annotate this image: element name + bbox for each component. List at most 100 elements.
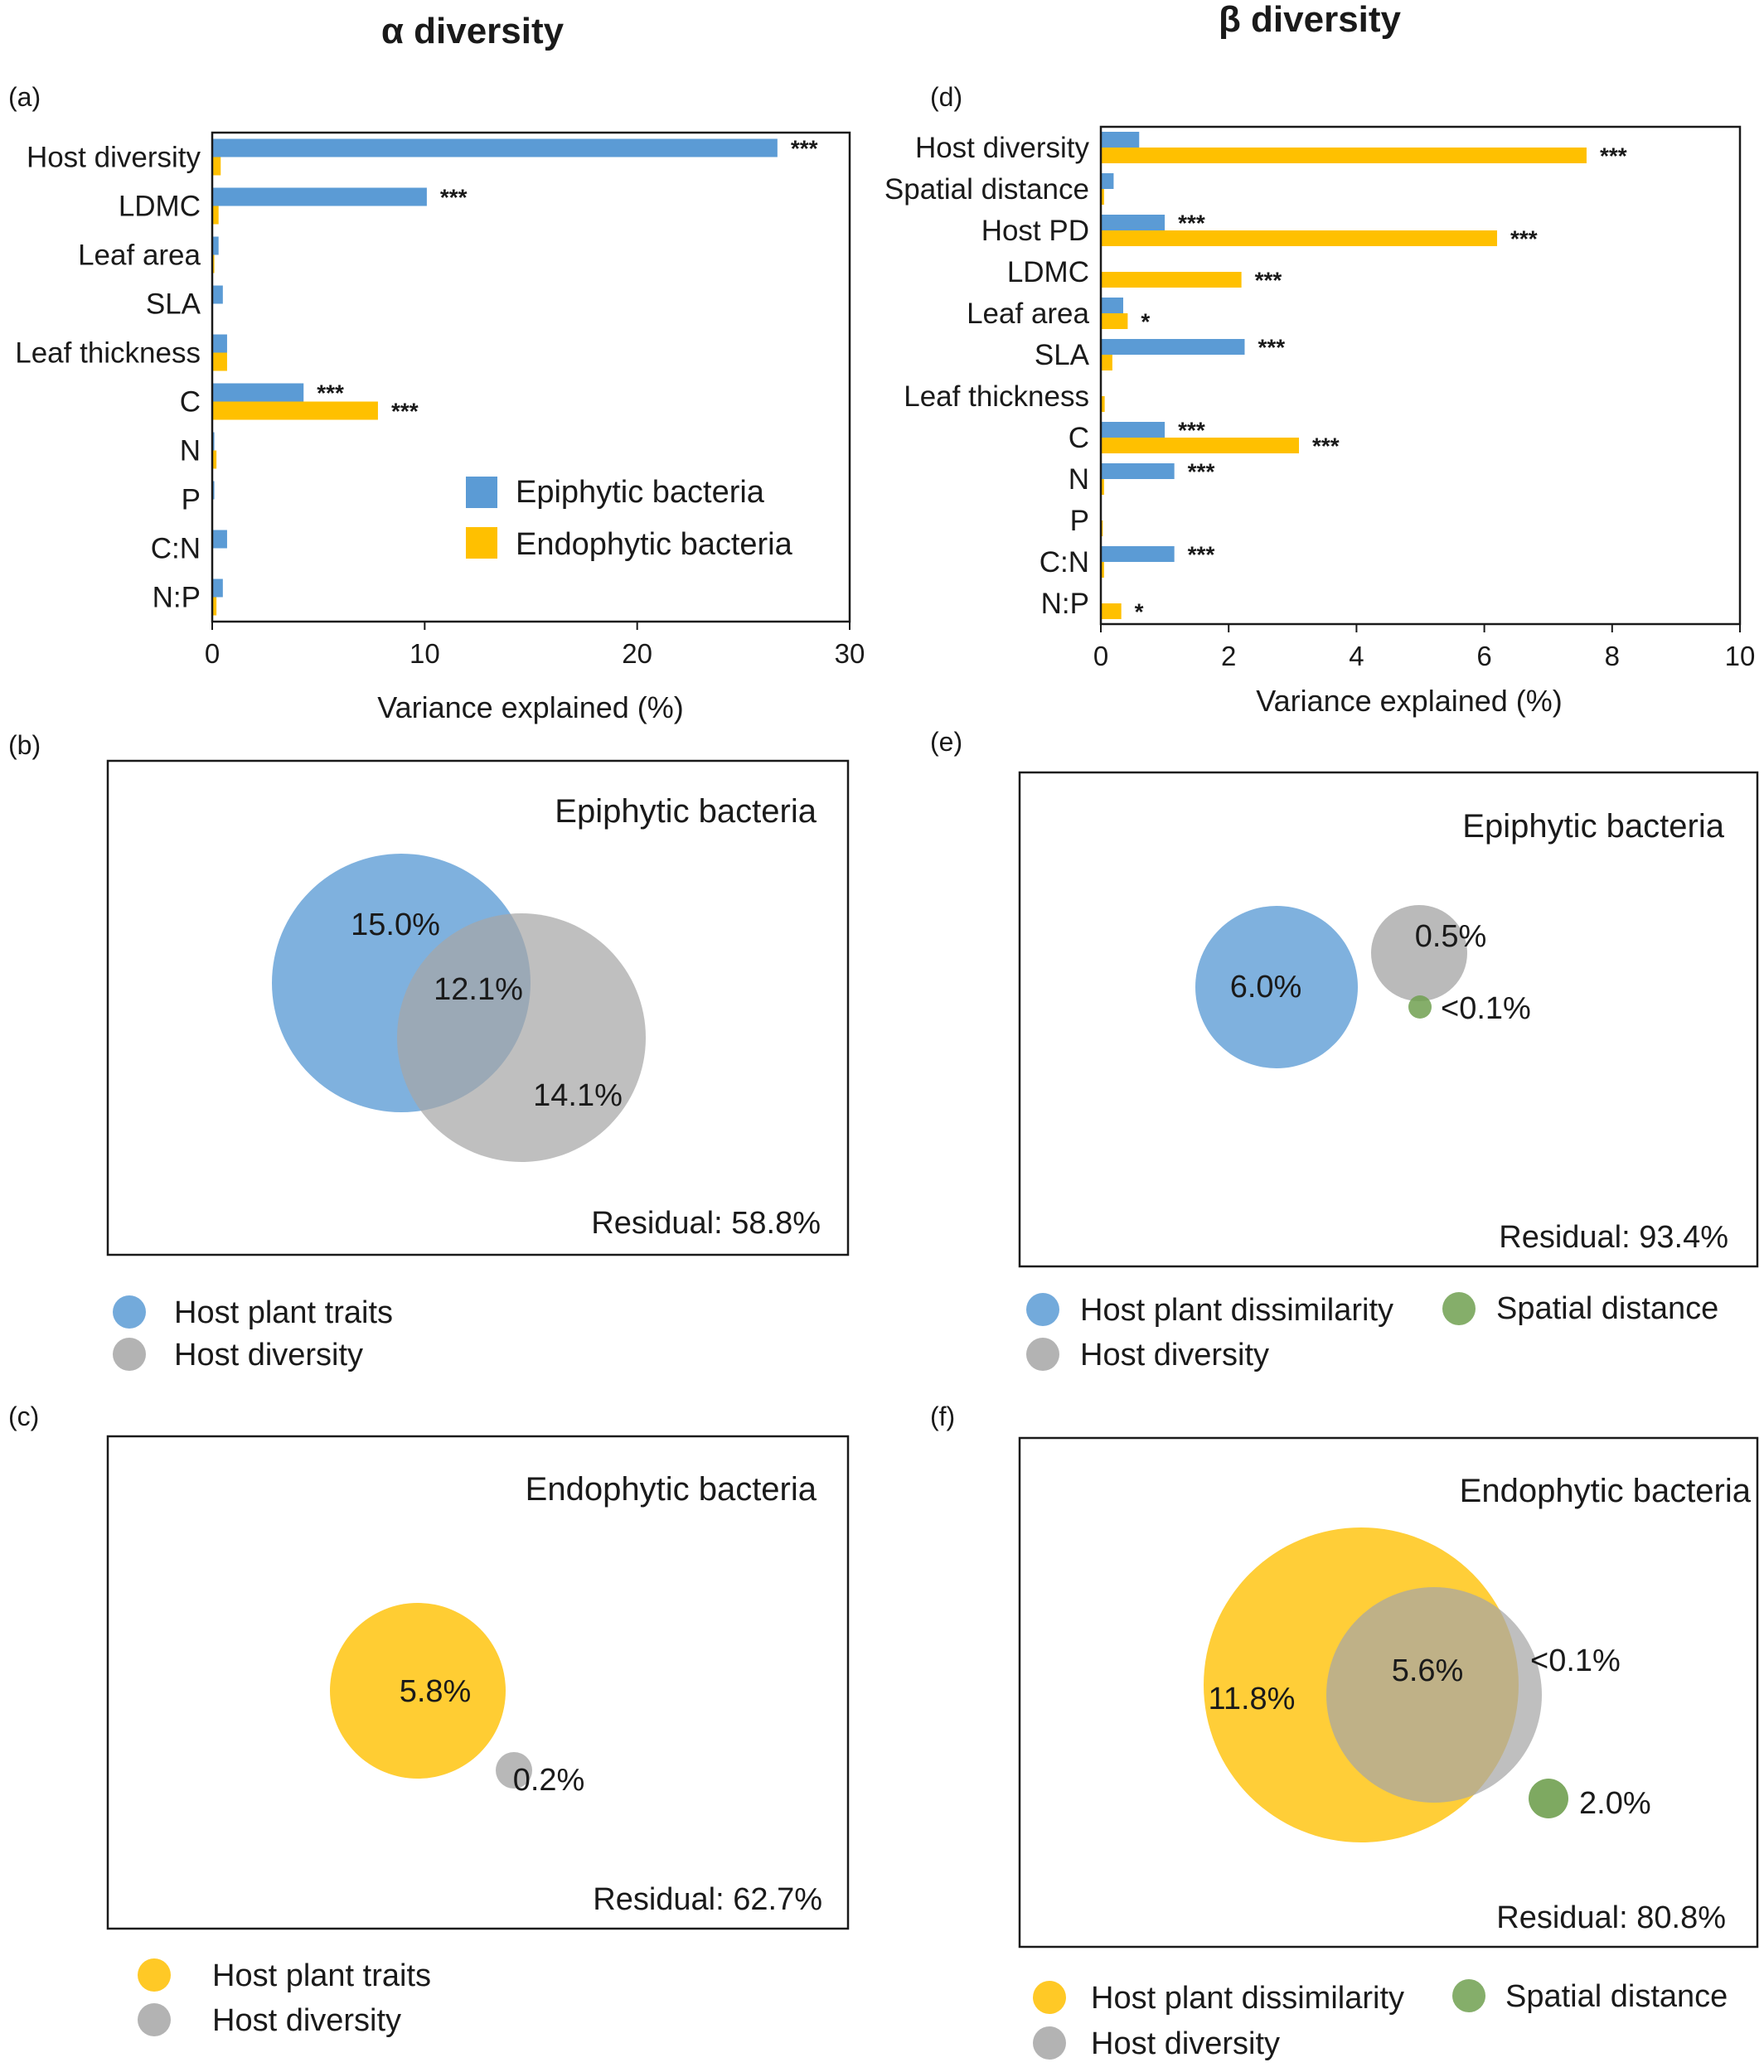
legend-b-traits-label: Host plant traits xyxy=(174,1295,393,1330)
chart-d-category-label: Host diversity xyxy=(915,132,1090,164)
chart-d-bar-endophytic xyxy=(1101,396,1105,412)
venn-e-host-dissimilarity-circle xyxy=(1195,906,1358,1068)
panel-c-label: (c) xyxy=(8,1402,39,1431)
chart-d-category-label: Spatial distance xyxy=(884,173,1089,206)
legend-f-dissimilarity-label: Host plant dissimilarity xyxy=(1091,1981,1404,2016)
chart-d-bar-endophytic xyxy=(1101,438,1300,453)
venn-e-label-dissimilarity: 6.0% xyxy=(1230,970,1302,1005)
venn-f-frame xyxy=(1018,1436,1759,1949)
chart-d-bar-endophytic xyxy=(1101,189,1104,205)
chart-d-xtick-label: 4 xyxy=(1349,641,1364,671)
chart-d-significance-label: *** xyxy=(1188,542,1215,568)
venn-c-frame xyxy=(106,1435,850,1930)
legend-c-traits-label: Host plant traits xyxy=(212,1958,431,1993)
chart-d-bar-endophytic xyxy=(1101,272,1242,288)
chart-d-xlabel: Variance explained (%) xyxy=(1256,684,1563,718)
chart-a-bar-endophytic xyxy=(212,597,217,616)
alpha-diversity-header: α diversity xyxy=(381,11,565,51)
chart-a-bar-epiphytic xyxy=(212,530,227,549)
panel-a-label: (a) xyxy=(8,82,41,112)
legend-e-spatial-dot xyxy=(1442,1292,1476,1325)
venn-b-host-diversity-circle xyxy=(397,913,646,1162)
chart-a-bar-endophytic xyxy=(212,254,215,274)
chart-a-xtick-label: 30 xyxy=(835,638,865,669)
venn-e-residual: Residual: 93.4% xyxy=(1499,1220,1728,1255)
chart-a-bar-epiphytic xyxy=(212,187,427,206)
chart-d-significance-label: *** xyxy=(1600,143,1627,169)
chart-d-category-label: P xyxy=(1070,505,1089,537)
venn-c-label-traits: 5.8% xyxy=(400,1674,472,1709)
chart-d-bar-epiphytic xyxy=(1101,463,1175,479)
legend-e-dissimilarity-dot xyxy=(1026,1293,1059,1326)
legend-c-traits-dot xyxy=(138,1958,171,1992)
venn-e-title: Epiphytic bacteria xyxy=(1462,808,1724,845)
chart-d-significance-label: * xyxy=(1135,599,1144,625)
legend-e-dissimilarity-label: Host plant dissimilarity xyxy=(1080,1293,1393,1328)
chart-d-significance-label: *** xyxy=(1188,459,1215,485)
beta-diversity-header: β diversity xyxy=(1219,0,1402,40)
venn-f-label-diversity: <0.1% xyxy=(1530,1644,1621,1678)
chart-a-significance-label: *** xyxy=(791,136,818,162)
chart-a-xtick-label: 10 xyxy=(410,638,440,669)
venn-b-label-traits: 15.0% xyxy=(351,908,440,942)
chart-a-category-label: N:P xyxy=(153,582,201,614)
venn-c-residual: Residual: 62.7% xyxy=(593,1882,822,1917)
chart-d-bar-endophytic xyxy=(1101,230,1498,246)
venn-b-title: Epiphytic bacteria xyxy=(555,793,817,830)
panel-f-label: (f) xyxy=(930,1402,955,1431)
chart-d-xtick-label: 0 xyxy=(1093,641,1108,671)
chart-d-frame xyxy=(1099,125,1742,626)
chart-d-bar-epiphytic xyxy=(1101,546,1175,562)
chart-a-bar-endophytic xyxy=(212,206,219,225)
chart-d: Host diversity *** Spatial distance Host PD… xyxy=(884,132,1755,671)
chart-a-xlabel: Variance explained (%) xyxy=(377,690,684,724)
venn-e-label-diversity: 0.5% xyxy=(1415,919,1487,954)
panel-d-label: (d) xyxy=(930,82,962,112)
panel-b-label: (b) xyxy=(8,730,41,760)
chart-a-category-label: P xyxy=(182,484,201,516)
chart-d-bar-epiphytic xyxy=(1101,422,1166,438)
chart-d-bar-endophytic xyxy=(1101,603,1122,619)
chart-a-significance-label: *** xyxy=(440,185,468,211)
legend-endophytic-label: Endophytic bacteria xyxy=(516,527,793,562)
chart-a-bar-endophytic xyxy=(212,352,227,371)
legend-f-spatial-label: Spatial distance xyxy=(1505,1979,1728,2014)
chart-d-xtick-label: 8 xyxy=(1605,641,1620,671)
venn-c-host-traits-circle xyxy=(330,1603,506,1779)
venn-b-label-shared: 12.1% xyxy=(434,972,523,1007)
venn-b-frame xyxy=(106,759,850,1256)
venn-f-label-dissimilarity: 11.8% xyxy=(1209,1682,1296,1716)
legend-f-diversity-label: Host diversity xyxy=(1091,2026,1280,2061)
chart-a-bar-epiphytic xyxy=(212,138,778,157)
chart-a-xtick-label: 20 xyxy=(622,638,652,669)
chart-d-bar-endophytic xyxy=(1101,562,1104,578)
legend-f-spatial-dot xyxy=(1452,1979,1485,2012)
venn-e-spatial-circle xyxy=(1408,995,1432,1019)
chart-d-category-label: Host PD xyxy=(981,215,1089,247)
legend-b-diversity-label: Host diversity xyxy=(174,1338,363,1372)
chart-a-category-label: N xyxy=(180,435,201,467)
chart-a-xtick-label: 0 xyxy=(205,638,220,669)
venn-e-frame xyxy=(1018,771,1759,1268)
chart-a-bar-epiphytic xyxy=(212,579,223,598)
chart-d-category-label: C xyxy=(1069,422,1089,454)
chart-d-bar-endophytic xyxy=(1101,355,1112,370)
chart-d-significance-label: *** xyxy=(1255,268,1282,293)
chart-d-bar-epiphytic xyxy=(1101,298,1123,313)
chart-a-bar-epiphytic xyxy=(212,285,223,304)
venn-f-label-spatial: 2.0% xyxy=(1579,1786,1651,1821)
chart-d-bar-endophytic xyxy=(1101,479,1104,495)
chart-d-category-label: Leaf area xyxy=(967,298,1089,330)
legend-b-diversity-dot xyxy=(113,1338,146,1371)
chart-d-bar-epiphytic xyxy=(1101,215,1166,230)
chart-a-bar-epiphytic xyxy=(212,383,304,402)
chart-a-bar-endophytic xyxy=(212,450,217,469)
chart-a-significance-label: *** xyxy=(317,380,344,406)
venn-c-host-diversity-circle xyxy=(496,1752,532,1789)
chart-a-bar-endophytic xyxy=(212,157,221,176)
venn-f-spatial-circle xyxy=(1529,1779,1568,1818)
chart-a-bar-epiphytic xyxy=(212,236,219,255)
venn-b-label-diversity: 14.1% xyxy=(533,1078,623,1113)
chart-d-category-label: SLA xyxy=(1035,339,1090,371)
